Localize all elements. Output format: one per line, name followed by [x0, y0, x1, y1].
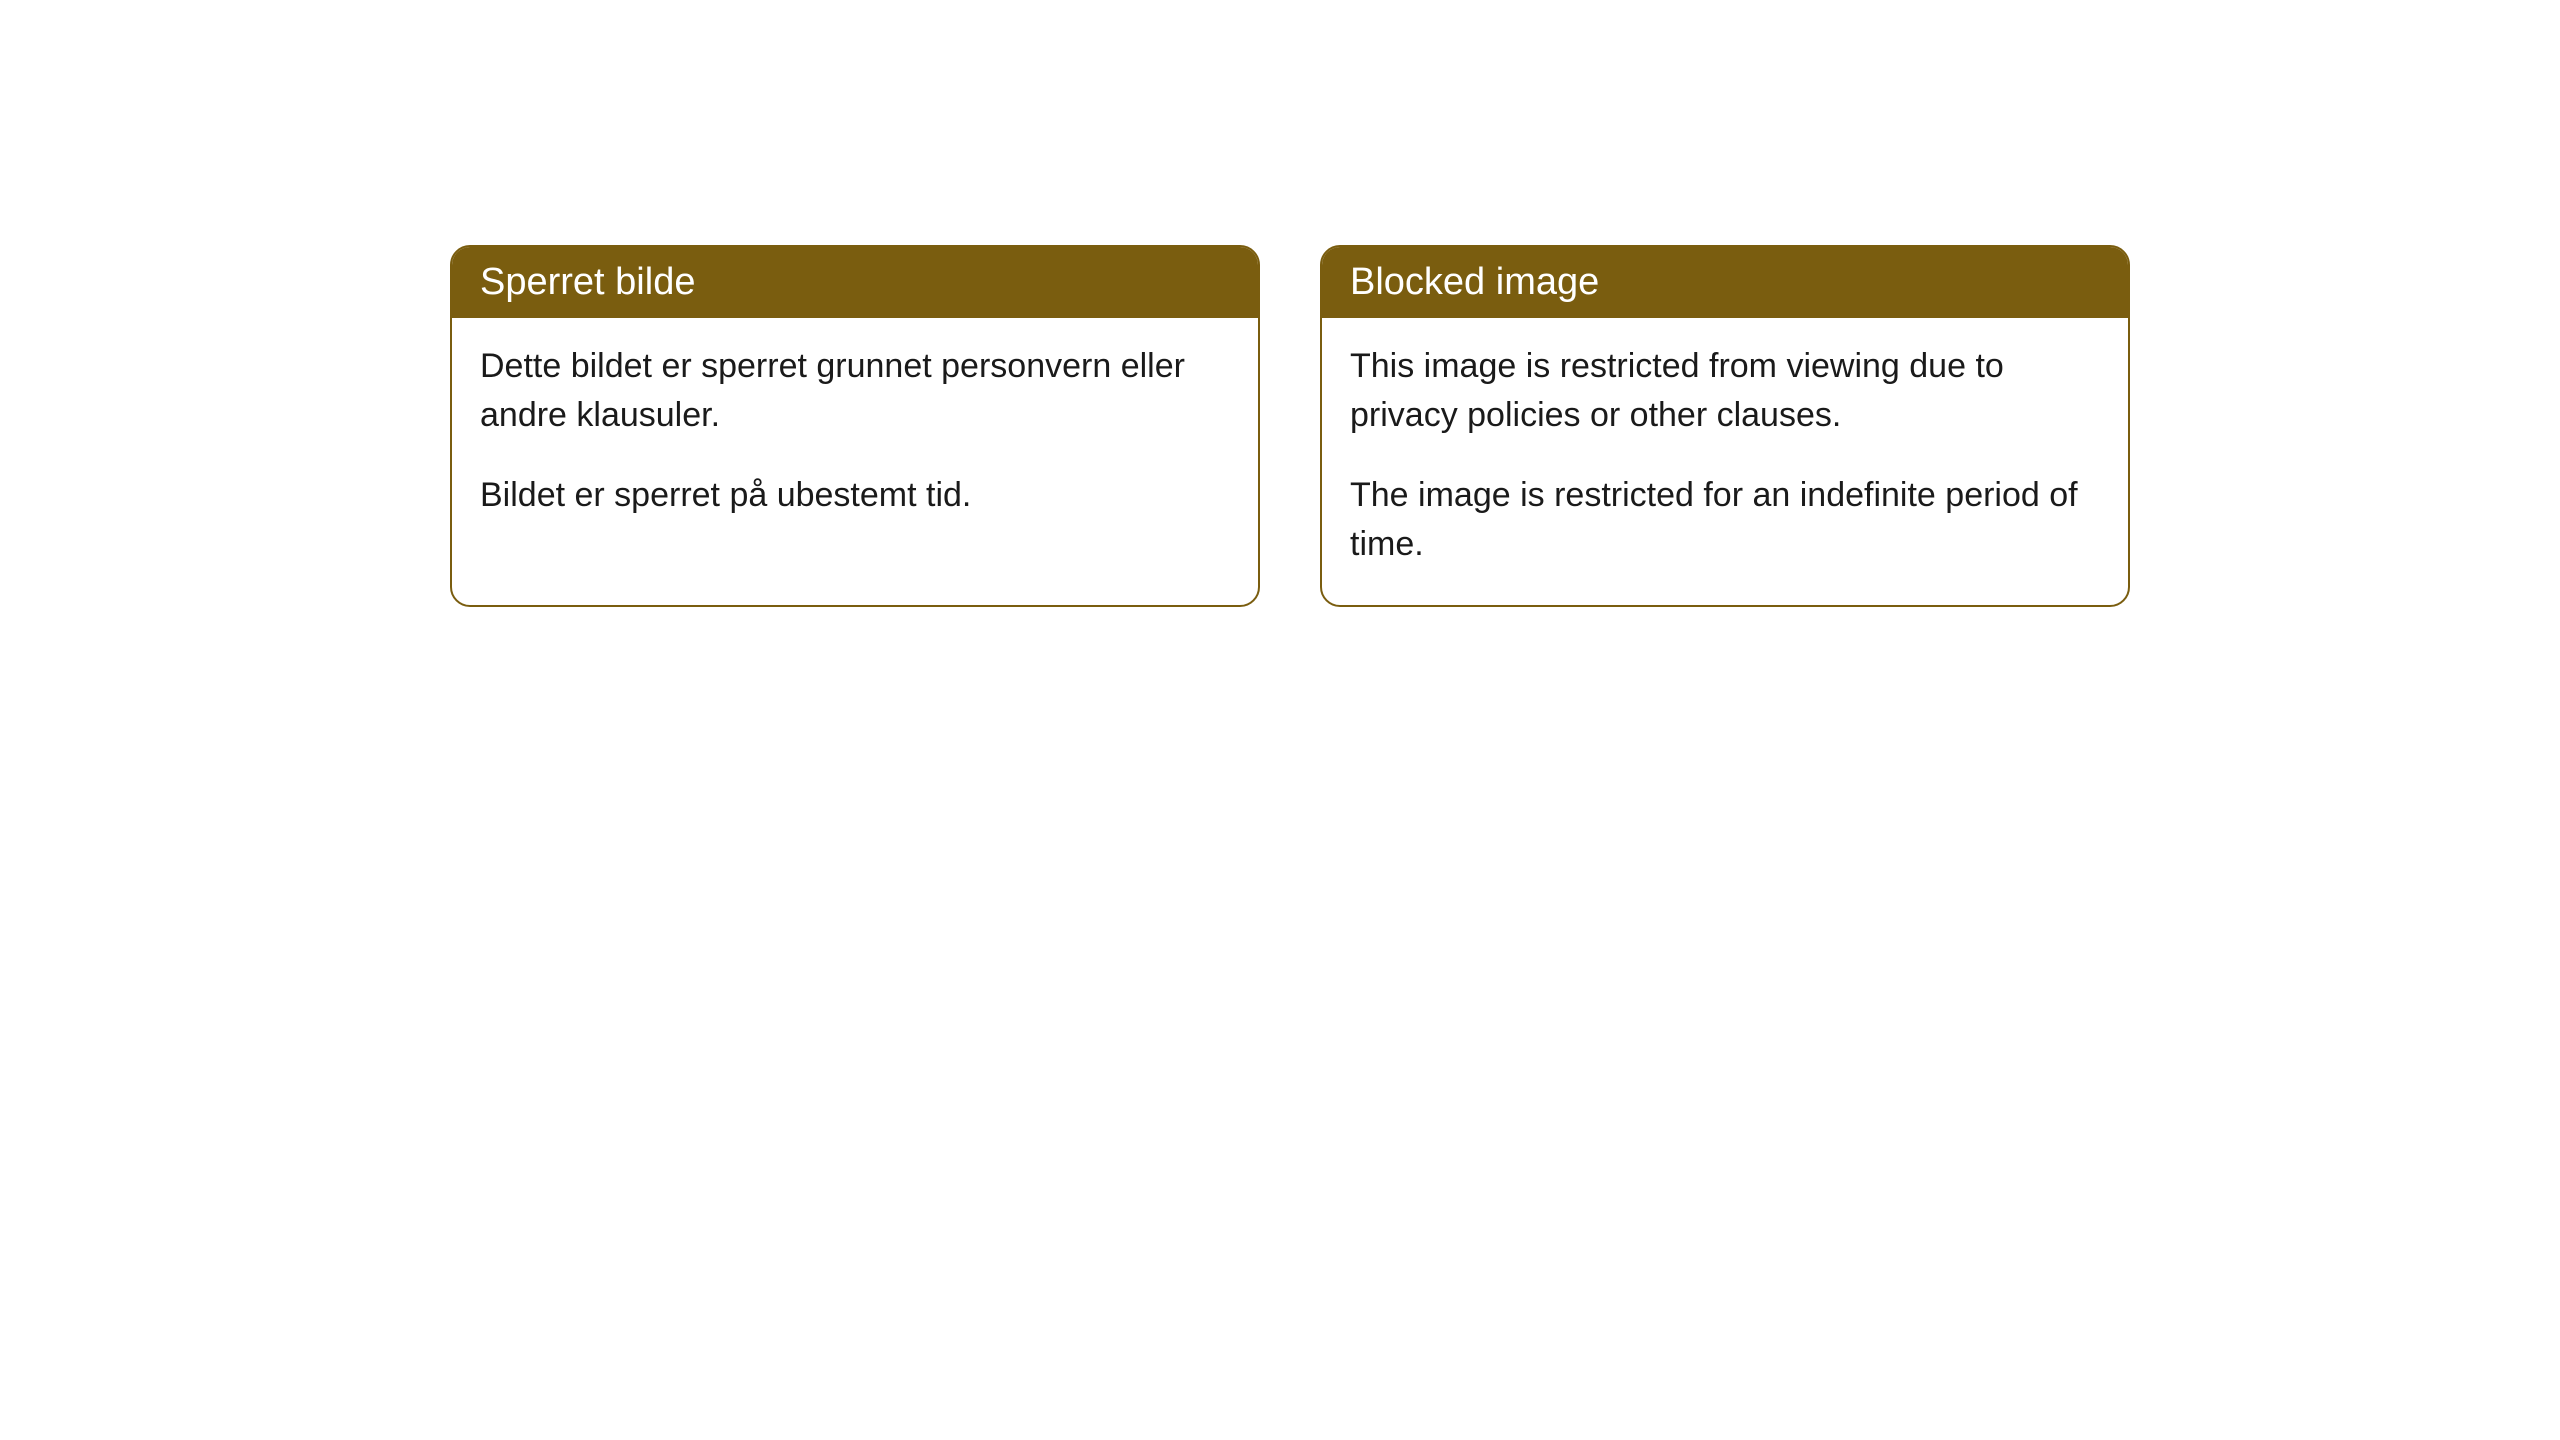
notice-card-english: Blocked image This image is restricted f… — [1320, 245, 2130, 607]
card-paragraph: The image is restricted for an indefinit… — [1350, 471, 2100, 570]
card-title: Sperret bilde — [480, 261, 695, 303]
card-body: This image is restricted from viewing du… — [1322, 318, 2128, 605]
card-paragraph: This image is restricted from viewing du… — [1350, 342, 2100, 441]
card-body: Dette bildet er sperret grunnet personve… — [452, 318, 1258, 556]
notice-cards-container: Sperret bilde Dette bildet er sperret gr… — [450, 245, 2130, 607]
card-paragraph: Bildet er sperret på ubestemt tid. — [480, 471, 1230, 520]
notice-card-norwegian: Sperret bilde Dette bildet er sperret gr… — [450, 245, 1260, 607]
card-header: Sperret bilde — [452, 247, 1258, 318]
card-header: Blocked image — [1322, 247, 2128, 318]
card-title: Blocked image — [1350, 261, 1599, 303]
card-paragraph: Dette bildet er sperret grunnet personve… — [480, 342, 1230, 441]
